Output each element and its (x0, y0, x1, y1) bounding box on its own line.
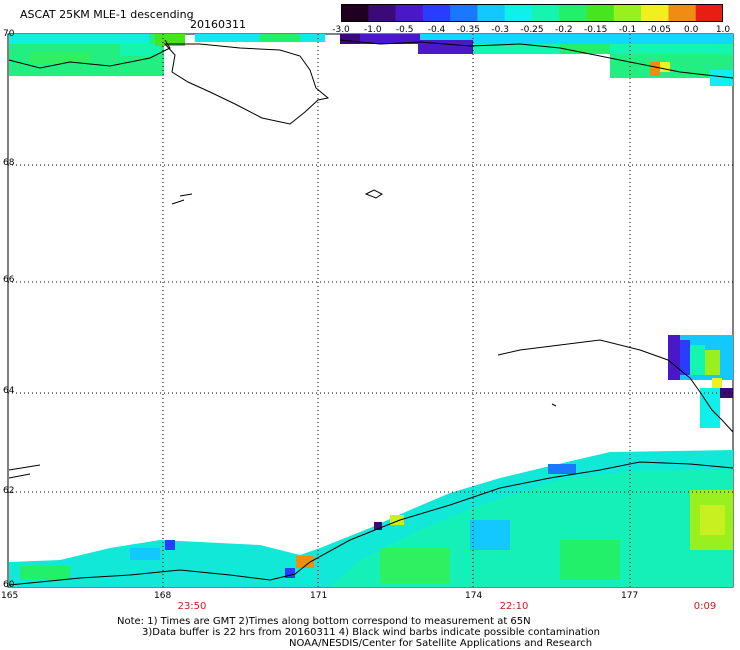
time-label-1: 22:10 (499, 601, 529, 612)
colorbar-tick-label: -0.2 (555, 25, 573, 35)
wind-data-bottom (9, 450, 733, 587)
colorbar-swatch (395, 4, 424, 22)
colorbar-tick-label: -0.4 (427, 25, 446, 35)
map-title: ASCAT 25KM MLE-1 descending (20, 8, 194, 21)
colorbar-tick-label: -0.1 (618, 25, 637, 35)
wind-data-right-middle (668, 335, 733, 428)
colorbar-tick-label: -1.0 (364, 25, 382, 35)
colorbar-swatch (668, 4, 697, 22)
lat-label-68: 68 (3, 158, 15, 168)
colorbar-swatch (477, 4, 506, 22)
lon-label-171: 171 (310, 591, 328, 601)
colorbar-swatch (450, 4, 478, 22)
map-date: 20160311 (190, 18, 246, 31)
colorbar-swatch (641, 4, 669, 22)
gridlines (8, 34, 733, 587)
colorbar-swatch (422, 4, 451, 22)
colorbar-swatch (559, 4, 588, 22)
lat-label-66: 66 (3, 275, 15, 285)
colorbar-swatch (532, 4, 560, 22)
colorbar-swatch (586, 4, 615, 22)
colorbar-tick-label: -0.25 (520, 25, 544, 35)
lon-label-168: 168 (154, 591, 172, 601)
colorbar-labels: -3.0 -1.0 -0.5 -0.4 -0.35 -0.3 -0.25 -0.2 -0.15-… (332, 25, 731, 37)
colorbar-tick-label: -3.0 (332, 25, 350, 35)
colorbar-swatch (368, 4, 397, 22)
colorbar-tick-label: -0.35 (456, 25, 480, 35)
time-label-0: 23:50 (177, 601, 207, 612)
colorbar-swatch (613, 4, 642, 22)
colorbar-swatch (504, 4, 533, 22)
colorbar-tick-label: -0.5 (395, 25, 414, 35)
lat-label-70: 70 (3, 29, 15, 39)
colorbar-tick-label: 0.0 (683, 25, 699, 35)
note-line-2: 3)Data buffer is 22 hrs from 20160311 4)… (142, 627, 600, 638)
lat-label-62: 62 (3, 486, 15, 496)
lon-label-165: 165 (1, 591, 19, 601)
lon-label-174: 174 (465, 591, 483, 601)
colorbar-tick-label: -0.15 (584, 25, 608, 35)
map-plot (7, 33, 734, 588)
coastlines (8, 39, 734, 586)
colorbar-swatch (341, 4, 369, 22)
lat-label-60: 60 (3, 580, 15, 590)
wind-data-top-left (9, 34, 325, 76)
colorbar-tick-label: 1.0 (715, 25, 731, 35)
colorbar-tick-label: -0.3 (491, 25, 509, 35)
colorbar-tick-label: -0.05 (647, 25, 671, 35)
wind-data-top-right (340, 34, 733, 86)
colorbar (341, 4, 723, 22)
colorbar-frame (341, 4, 723, 22)
lat-label-64: 64 (3, 386, 15, 396)
colorbar-swatch (695, 4, 723, 22)
time-label-2: 0:09 (693, 601, 717, 612)
lon-label-177: 177 (621, 591, 639, 601)
note-line-3: NOAA/NESDIS/Center for Satellite Applica… (289, 638, 593, 649)
note-line-1: Note: 1) Times are GMT 2)Times along bot… (117, 616, 531, 627)
